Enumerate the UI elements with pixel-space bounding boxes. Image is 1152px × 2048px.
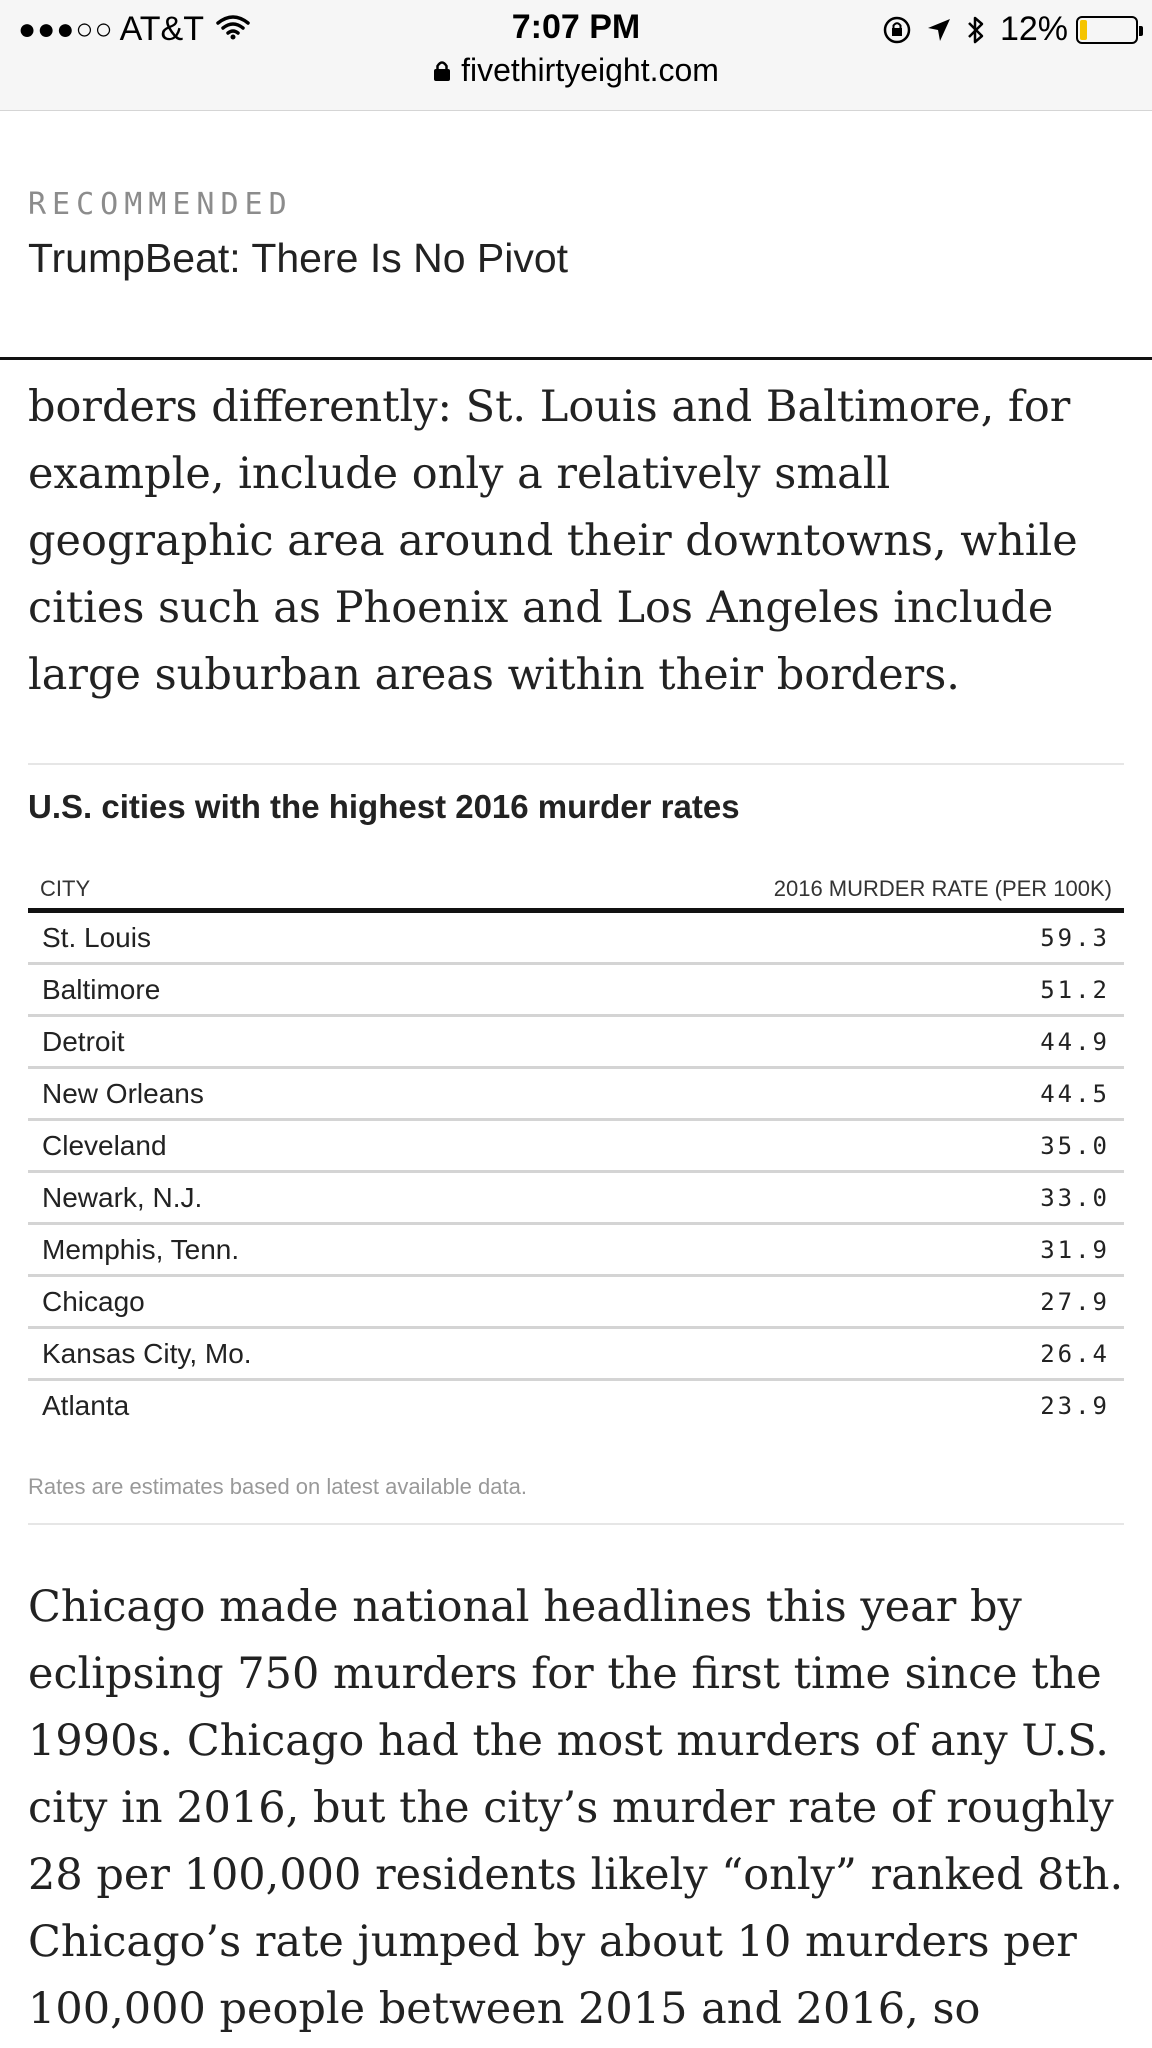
status-left: ●●●○○ AT&T bbox=[18, 10, 250, 49]
rate-cell: 33.0 bbox=[1040, 1183, 1110, 1212]
city-cell: Baltimore bbox=[42, 973, 161, 1005]
city-cell: Cleveland bbox=[42, 1129, 167, 1161]
table-row: Kansas City, Mo. 26.4 bbox=[28, 1329, 1124, 1381]
table-row: Baltimore 51.2 bbox=[28, 965, 1124, 1017]
city-cell: Chicago bbox=[42, 1285, 145, 1317]
table-row: Atlanta 23.9 bbox=[28, 1381, 1124, 1430]
rate-cell: 27.9 bbox=[1040, 1287, 1110, 1316]
rate-cell: 26.4 bbox=[1040, 1339, 1110, 1368]
table-row: St. Louis 59.3 bbox=[28, 913, 1124, 965]
table-row: Memphis, Tenn. 31.9 bbox=[28, 1225, 1124, 1277]
rate-cell: 44.9 bbox=[1040, 1027, 1110, 1056]
battery-fill bbox=[1080, 19, 1087, 40]
city-cell: St. Louis bbox=[42, 921, 151, 953]
table-row: Newark, N.J. 33.0 bbox=[28, 1173, 1124, 1225]
city-cell: Memphis, Tenn. bbox=[42, 1233, 240, 1265]
wifi-icon bbox=[216, 10, 250, 49]
carrier-label: AT&T bbox=[119, 10, 204, 48]
article-paragraph-top: borders differently: St. Louis and Balti… bbox=[28, 382, 1078, 700]
rotation-lock-icon bbox=[882, 15, 912, 45]
url-domain: fivethirtyeight.com bbox=[461, 52, 719, 88]
city-cell: New Orleans bbox=[42, 1077, 204, 1109]
article-paragraph-bottom: Chicago made national headlines this yea… bbox=[28, 1582, 1124, 2034]
rate-cell: 35.0 bbox=[1040, 1131, 1110, 1160]
table-title: U.S. cities with the highest 2016 murder… bbox=[28, 788, 740, 825]
location-icon bbox=[926, 17, 952, 43]
status-bar: ●●●○○ AT&T 7:07 PM bbox=[0, 0, 1152, 111]
table-row: Cleveland 35.0 bbox=[28, 1121, 1124, 1173]
city-cell: Detroit bbox=[42, 1025, 125, 1057]
rate-cell: 59.3 bbox=[1040, 923, 1110, 952]
status-time: 7:07 PM bbox=[511, 8, 641, 46]
rate-cell: 51.2 bbox=[1040, 975, 1110, 1004]
recommended-kicker: RECOMMENDED bbox=[28, 187, 293, 222]
column-header-city: CITY bbox=[40, 876, 91, 901]
lock-icon bbox=[433, 60, 451, 82]
rate-cell: 23.9 bbox=[1040, 1391, 1110, 1420]
divider-bottom bbox=[28, 1523, 1124, 1525]
table-footnote: Rates are estimates based on latest avai… bbox=[28, 1474, 527, 1499]
murder-rate-table: CITY 2016 MURDER RATE (PER 100K) St. Lou… bbox=[28, 874, 1124, 1430]
bluetooth-icon bbox=[966, 14, 986, 46]
table-row: New Orleans 44.5 bbox=[28, 1069, 1124, 1121]
recommended-banner[interactable]: RECOMMENDED TrumpBeat: There Is No Pivot bbox=[0, 111, 1152, 360]
city-cell: Newark, N.J. bbox=[42, 1181, 203, 1213]
address-bar[interactable]: fivethirtyeight.com bbox=[0, 52, 1152, 89]
rate-cell: 44.5 bbox=[1040, 1079, 1110, 1108]
table-row: Chicago 27.9 bbox=[28, 1277, 1124, 1329]
table-row: Detroit 44.9 bbox=[28, 1017, 1124, 1069]
status-right: 12% bbox=[868, 10, 1143, 49]
battery-percent: 12% bbox=[999, 10, 1068, 48]
battery-nub bbox=[1139, 25, 1143, 36]
city-cell: Kansas City, Mo. bbox=[42, 1337, 252, 1369]
signal-strength-icon: ●●●○○ bbox=[18, 12, 114, 46]
city-cell: Atlanta bbox=[42, 1389, 130, 1421]
rate-cell: 31.9 bbox=[1040, 1235, 1110, 1264]
recommended-link[interactable]: TrumpBeat: There Is No Pivot bbox=[28, 235, 569, 281]
divider-top bbox=[28, 763, 1124, 765]
table-header: CITY 2016 MURDER RATE (PER 100K) bbox=[28, 874, 1124, 913]
column-header-rate: 2016 MURDER RATE (PER 100K) bbox=[773, 876, 1112, 901]
battery-icon bbox=[1076, 15, 1143, 44]
